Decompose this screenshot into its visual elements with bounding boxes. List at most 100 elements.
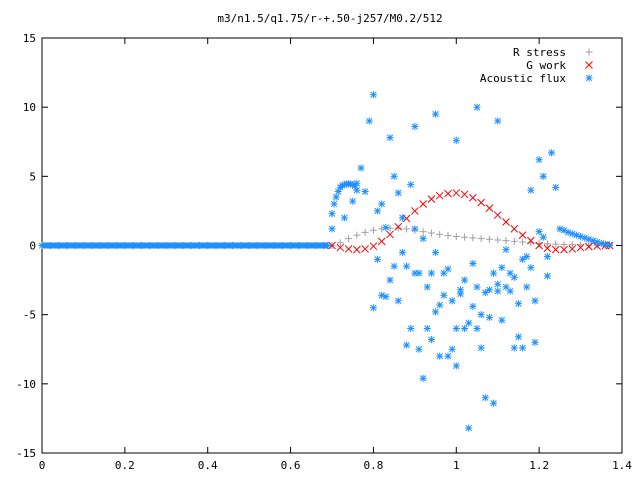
data-point — [535, 156, 543, 164]
data-point — [543, 244, 552, 253]
data-point — [510, 344, 518, 352]
data-point — [427, 195, 436, 204]
data-point — [419, 374, 427, 382]
data-point — [398, 248, 406, 256]
data-point — [531, 297, 539, 305]
data-point — [469, 234, 477, 242]
data-point — [465, 424, 473, 432]
data-point — [493, 211, 502, 219]
data-point — [494, 280, 502, 288]
data-point — [560, 245, 568, 254]
data-point — [473, 325, 481, 332]
data-point — [519, 344, 527, 352]
data-point — [510, 237, 518, 245]
x-tick-label: 0.6 — [281, 459, 301, 472]
legend-marker — [585, 61, 593, 69]
chart-title: m3/n1.5/q1.75/r-+.50-j257/M0.2/512 — [217, 12, 442, 25]
data-point — [423, 325, 431, 332]
data-point — [353, 179, 361, 187]
data-point — [452, 362, 460, 370]
data-point — [369, 226, 377, 234]
data-point — [560, 240, 568, 248]
data-point — [344, 245, 353, 253]
data-point — [386, 134, 394, 142]
data-point — [448, 345, 456, 353]
data-point — [576, 243, 585, 252]
data-point — [481, 289, 489, 297]
data-point — [407, 181, 415, 189]
data-point — [427, 229, 435, 237]
legend-label: Acoustic flux — [480, 72, 566, 85]
data-point — [386, 230, 394, 239]
data-point — [498, 264, 506, 272]
data-point — [510, 273, 518, 281]
data-point — [349, 197, 357, 205]
data-point — [411, 123, 419, 131]
data-point — [378, 200, 386, 208]
x-tick-label: 1 — [453, 459, 460, 472]
data-point — [328, 225, 336, 233]
data-point — [411, 225, 419, 233]
data-point — [353, 245, 361, 254]
series-r-stress — [328, 224, 614, 249]
data-point — [523, 283, 531, 291]
data-point — [461, 325, 469, 332]
x-tick-label: 1.2 — [529, 459, 549, 472]
data-point — [473, 103, 481, 111]
data-point — [432, 248, 440, 256]
data-point — [394, 222, 403, 231]
data-point — [502, 246, 510, 254]
y-tick-label: 10 — [23, 101, 36, 114]
data-point — [435, 191, 444, 200]
data-point — [407, 325, 415, 332]
y-tick-label: -15 — [16, 447, 36, 460]
data-point — [365, 117, 373, 125]
data-point — [485, 235, 493, 243]
data-point — [494, 287, 502, 295]
data-point — [469, 259, 477, 267]
data-point — [473, 283, 481, 291]
data-point — [527, 264, 535, 272]
data-point — [519, 238, 527, 246]
data-point — [539, 233, 547, 241]
data-point — [585, 242, 593, 251]
data-point — [485, 313, 493, 321]
data-point — [403, 341, 411, 349]
data-point — [444, 265, 452, 273]
data-point — [452, 325, 460, 332]
data-point — [419, 228, 427, 236]
data-point — [551, 245, 560, 254]
data-point — [403, 262, 411, 270]
data-point — [382, 293, 390, 301]
x-tick-label: 1.4 — [612, 459, 632, 472]
x-tick-label: 0 — [39, 459, 46, 472]
data-point — [465, 319, 473, 327]
data-point — [336, 243, 345, 252]
data-point — [518, 231, 527, 239]
data-marks — [38, 91, 614, 432]
data-point — [552, 240, 560, 248]
data-point — [452, 136, 460, 144]
data-point — [394, 224, 402, 232]
data-point — [543, 272, 551, 280]
data-point — [568, 245, 577, 253]
data-point — [378, 291, 386, 299]
data-point — [415, 345, 423, 353]
data-point — [461, 276, 469, 284]
data-point — [469, 302, 477, 310]
data-point — [502, 237, 510, 245]
data-point — [552, 183, 560, 191]
data-point — [481, 394, 489, 402]
data-point — [477, 235, 485, 243]
data-point — [386, 224, 394, 232]
data-point — [527, 186, 535, 194]
data-point — [535, 228, 543, 236]
series-g-work — [328, 189, 614, 254]
data-point — [411, 207, 419, 215]
y-tick-label: 15 — [23, 32, 36, 45]
y-tick-label: -5 — [23, 309, 36, 322]
data-point — [386, 276, 394, 284]
data-point — [419, 200, 427, 208]
data-point — [394, 297, 402, 305]
data-point — [477, 344, 485, 352]
